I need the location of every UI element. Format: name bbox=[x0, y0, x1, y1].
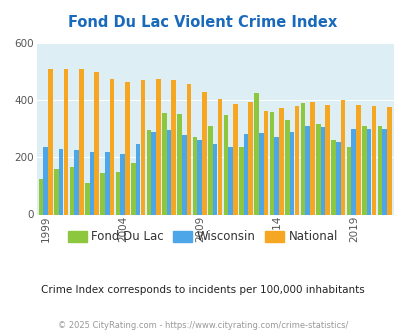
Bar bbox=[340, 100, 345, 214]
Bar bbox=[69, 167, 74, 214]
Bar bbox=[263, 111, 268, 214]
Bar bbox=[382, 129, 386, 214]
Bar bbox=[243, 134, 248, 214]
Bar bbox=[79, 70, 83, 214]
Bar bbox=[192, 137, 197, 214]
Bar bbox=[197, 140, 202, 214]
Bar bbox=[309, 102, 314, 214]
Bar bbox=[136, 145, 140, 214]
Bar bbox=[361, 126, 366, 214]
Bar bbox=[335, 142, 340, 214]
Bar bbox=[125, 82, 130, 214]
Bar bbox=[371, 106, 375, 214]
Bar bbox=[300, 103, 305, 214]
Text: Fond Du Lac Violent Crime Index: Fond Du Lac Violent Crime Index bbox=[68, 15, 337, 30]
Bar bbox=[140, 80, 145, 214]
Bar bbox=[284, 120, 289, 214]
Bar bbox=[239, 147, 243, 214]
Bar bbox=[315, 124, 320, 214]
Bar bbox=[269, 112, 274, 214]
Bar bbox=[94, 72, 99, 215]
Bar bbox=[377, 126, 381, 214]
Legend: Fond Du Lac, Wisconsin, National: Fond Du Lac, Wisconsin, National bbox=[63, 226, 342, 248]
Bar bbox=[232, 104, 237, 214]
Bar bbox=[324, 105, 329, 214]
Bar bbox=[305, 126, 309, 214]
Bar bbox=[330, 140, 335, 214]
Bar bbox=[202, 92, 206, 214]
Bar bbox=[279, 108, 283, 214]
Bar bbox=[171, 80, 175, 214]
Bar bbox=[346, 147, 350, 214]
Text: Crime Index corresponds to incidents per 100,000 inhabitants: Crime Index corresponds to incidents per… bbox=[41, 285, 364, 295]
Bar bbox=[223, 115, 228, 214]
Bar bbox=[38, 179, 43, 214]
Bar bbox=[166, 130, 171, 214]
Bar bbox=[109, 79, 114, 214]
Bar bbox=[186, 83, 191, 214]
Bar bbox=[64, 70, 68, 214]
Bar bbox=[90, 151, 94, 214]
Bar bbox=[355, 105, 360, 214]
Bar bbox=[151, 132, 156, 214]
Bar bbox=[177, 115, 181, 214]
Bar bbox=[386, 107, 390, 214]
Bar bbox=[258, 133, 263, 214]
Bar bbox=[131, 163, 135, 215]
Bar bbox=[105, 152, 109, 214]
Bar bbox=[100, 173, 105, 214]
Bar bbox=[254, 93, 258, 214]
Bar bbox=[162, 113, 166, 214]
Bar bbox=[294, 106, 298, 214]
Bar bbox=[248, 102, 252, 214]
Bar bbox=[146, 130, 151, 214]
Bar bbox=[120, 154, 125, 214]
Bar bbox=[74, 150, 79, 214]
Bar bbox=[320, 127, 324, 214]
Bar bbox=[274, 137, 278, 214]
Text: © 2025 CityRating.com - https://www.cityrating.com/crime-statistics/: © 2025 CityRating.com - https://www.city… bbox=[58, 321, 347, 330]
Bar bbox=[48, 70, 53, 214]
Bar bbox=[212, 144, 217, 214]
Bar bbox=[351, 129, 355, 214]
Bar bbox=[217, 99, 222, 214]
Bar bbox=[228, 147, 232, 214]
Bar bbox=[43, 147, 48, 214]
Bar bbox=[208, 126, 212, 214]
Bar bbox=[181, 135, 186, 214]
Bar bbox=[156, 79, 160, 214]
Bar bbox=[59, 149, 63, 214]
Bar bbox=[366, 129, 371, 214]
Bar bbox=[85, 183, 90, 214]
Bar bbox=[54, 169, 59, 214]
Bar bbox=[289, 132, 294, 214]
Bar bbox=[115, 172, 120, 215]
